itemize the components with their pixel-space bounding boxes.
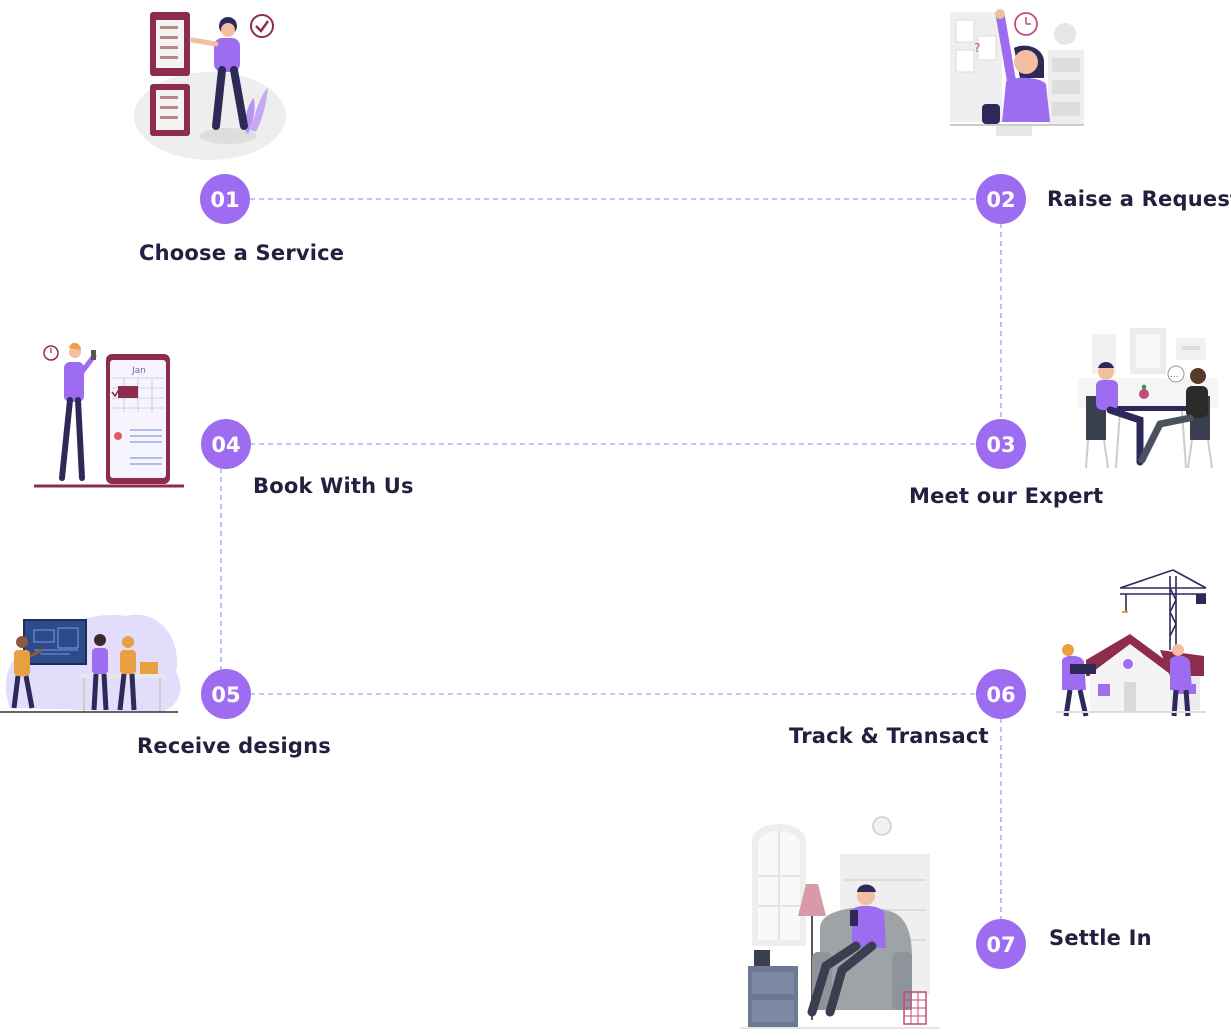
badge-circle xyxy=(976,174,1026,224)
step-label-06: Track & Transact xyxy=(789,724,989,748)
step-label-05: Receive designs xyxy=(137,734,331,758)
step-badge-04: 04 xyxy=(201,419,251,469)
step-badge-05: 05 xyxy=(201,669,251,719)
badge-circle xyxy=(201,419,251,469)
raising-hand-person-icon: ? xyxy=(950,9,1084,136)
armchair-relaxing-person-icon xyxy=(740,816,940,1029)
svg-text:Jan: Jan xyxy=(131,366,146,376)
step-number: 07 xyxy=(986,933,1015,957)
blueprint-presentation-icon xyxy=(0,614,181,713)
step-badge-03: 03 xyxy=(976,419,1026,469)
step-label-03: Meet our Expert xyxy=(909,484,1104,508)
step-number: 04 xyxy=(211,433,240,457)
step-label-04: Book With Us xyxy=(253,474,414,498)
step-number: 01 xyxy=(210,188,239,212)
meeting-table-people-icon: ... xyxy=(1078,328,1218,469)
step-badges: 01 02 03 04 05 06 07 xyxy=(200,174,1026,969)
connectors xyxy=(220,198,1002,920)
step-label-07: Settle In xyxy=(1049,926,1152,950)
badge-circle xyxy=(201,669,251,719)
step-badge-02: 02 xyxy=(976,174,1026,224)
step-number: 06 xyxy=(986,683,1015,707)
badge-circle xyxy=(200,174,250,224)
step-badge-07: 07 xyxy=(976,919,1026,969)
badge-circle xyxy=(976,419,1026,469)
house-construction-crane-icon xyxy=(1056,569,1207,717)
step-label-02: Raise a Request xyxy=(1047,187,1231,211)
step-badge-01: 01 xyxy=(200,174,250,224)
svg-text:...: ... xyxy=(1170,370,1179,380)
step-number: 05 xyxy=(211,683,240,707)
badge-circle xyxy=(976,669,1026,719)
step-badge-06: 06 xyxy=(976,669,1026,719)
calendar-phone-person-icon: Jan xyxy=(34,342,184,488)
step-label-01: Choose a Service xyxy=(139,241,345,265)
step-number: 02 xyxy=(986,188,1015,212)
checklist-board-person-icon xyxy=(134,12,286,160)
svg-text:?: ? xyxy=(974,41,980,55)
step-number: 03 xyxy=(986,433,1015,457)
badge-circle xyxy=(976,919,1026,969)
